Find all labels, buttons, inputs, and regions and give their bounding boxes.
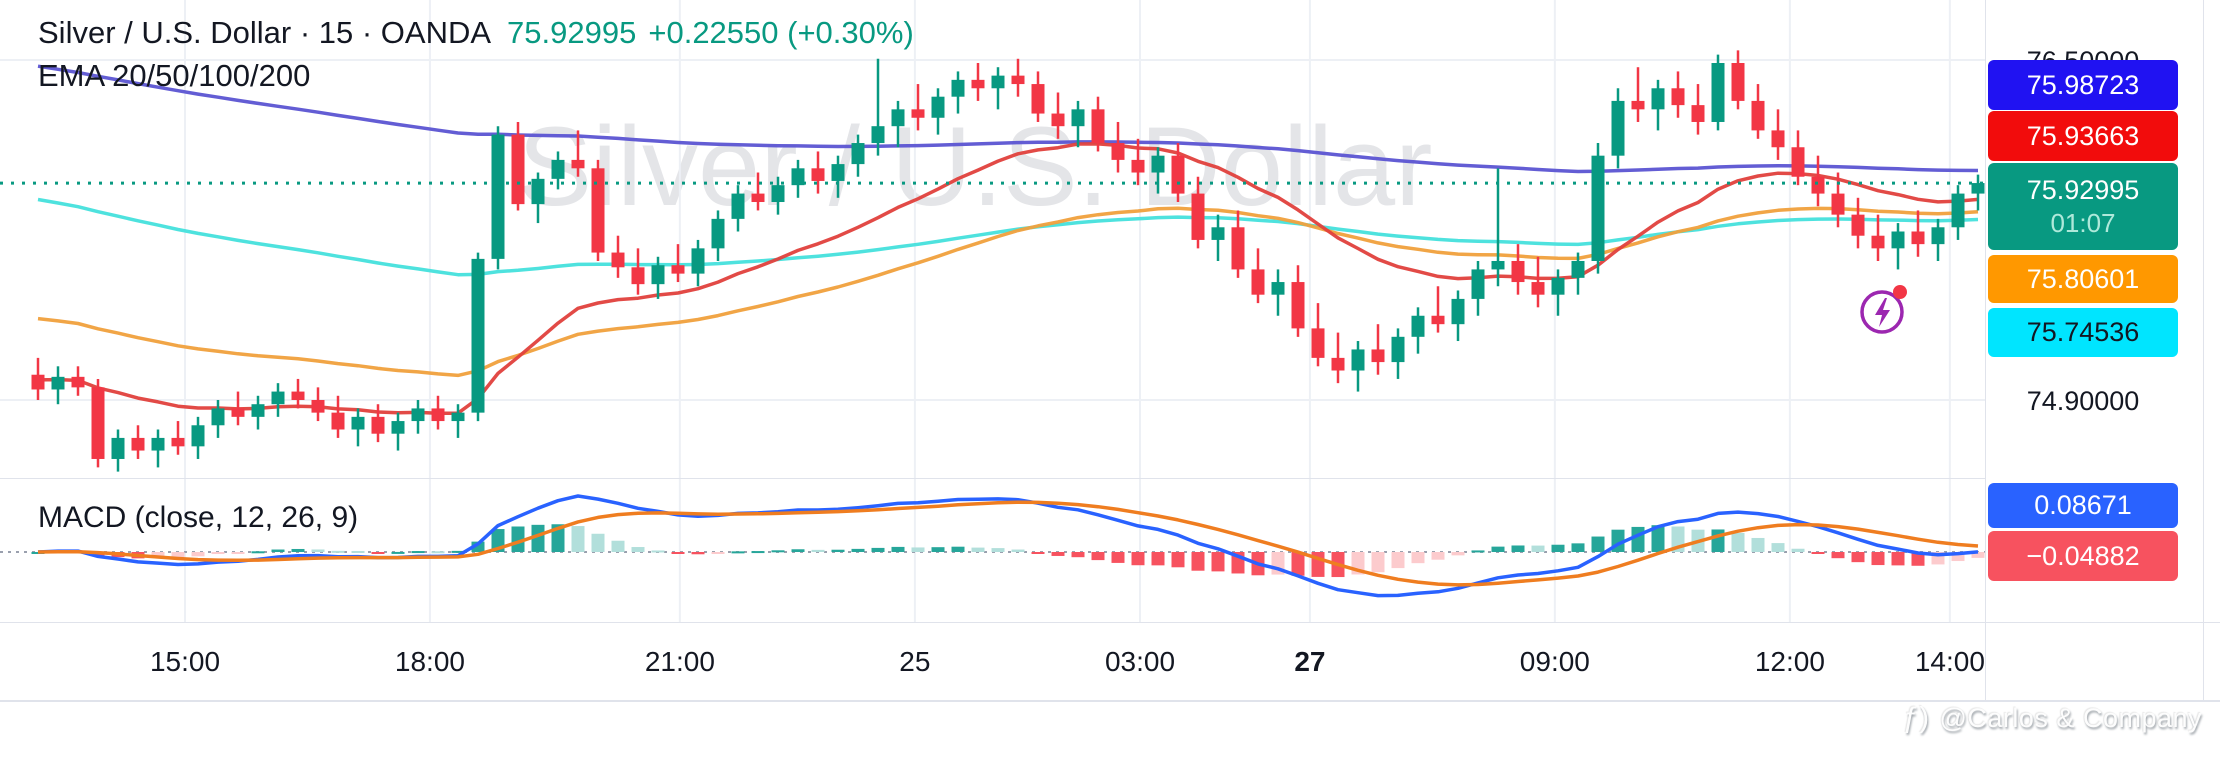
ema200-value: 75.98723 xyxy=(2026,69,2140,100)
price-gridline-label-74.90000: 74.90000 xyxy=(2026,386,2140,416)
price-axis-border xyxy=(1985,0,1986,700)
last-price-label: 75.92995 01:07 xyxy=(1988,163,2178,250)
boost-lightning-button[interactable] xyxy=(1856,282,1912,338)
ema200-value-label: 75.98723 xyxy=(1988,60,2178,110)
time-tick-27: 27 xyxy=(1294,646,1326,677)
time-tick-09:00: 09:00 xyxy=(1519,646,1590,677)
price-axis[interactable]: 76.5000074.9000075.9872375.9366375.92995… xyxy=(1985,0,2220,700)
macd-indicator-label: MACD (close, 12, 26, 9) xyxy=(38,501,359,534)
hist-value: −0.04882 xyxy=(2026,540,2140,571)
time-tick-12:00: 12:00 xyxy=(1754,646,1825,677)
ema50-value-label: 75.80601 xyxy=(1988,255,2178,303)
time-tick-14:00: 14:00 xyxy=(1914,646,1985,677)
symbol-watermark: Silver / U.S. Dollar xyxy=(518,104,1433,229)
time-tick-15:00: 15:00 xyxy=(149,646,221,677)
right-edge-line xyxy=(2203,0,2204,700)
pane-divider[interactable] xyxy=(0,478,1985,479)
chat-f-logo-icon: ƒ) xyxy=(1902,702,1930,734)
ema20-value: 75.93663 xyxy=(2026,120,2140,151)
last-price: 75.92995 xyxy=(2026,174,2140,205)
ema100-value: 75.74536 xyxy=(2026,317,2140,347)
ema100-line xyxy=(37,197,1979,277)
ema200-line xyxy=(37,64,1979,174)
ema50-line xyxy=(37,206,1979,378)
legend-change: +0.22550 (+0.30%) xyxy=(648,15,914,50)
bar-countdown: 01:07 xyxy=(2050,207,2116,238)
symbol-title: Silver / U.S. Dollar · 15 · OANDA xyxy=(38,15,492,50)
ema20-value-label: 75.93663 xyxy=(1988,111,2178,161)
legend-last-price: 75.92995 xyxy=(507,15,637,50)
ema-indicator-label: EMA 20/50/100/200 xyxy=(38,57,311,93)
macd-value: 0.08671 xyxy=(2034,490,2132,520)
ema100-value-label: 75.74536 xyxy=(1988,308,2178,357)
time-axis[interactable]: 15:00 18:00 21:00 25 03:00 27 09:00 12:00 14:00 xyxy=(0,622,1985,700)
time-tick-03:00: 03:00 xyxy=(1104,646,1176,677)
time-tick-18:00: 18:00 xyxy=(394,646,465,677)
macd-histogram xyxy=(31,524,1985,578)
chart-bottom-border xyxy=(0,700,2220,702)
author-watermark: ƒ) @Carlos & Company xyxy=(1903,702,2202,735)
macd-value-label: 0.08671 xyxy=(1988,483,2178,528)
candles xyxy=(31,50,1985,472)
price-pane[interactable]: Silver / U.S. Dollar xyxy=(0,0,1985,478)
macd-signal-line xyxy=(37,500,1979,587)
author-handle: @Carlos & Company xyxy=(1939,703,2202,733)
macd-pane[interactable] xyxy=(0,478,1985,622)
ema-lines xyxy=(37,64,1979,416)
time-tick-21:00: 21:00 xyxy=(644,646,715,677)
chart-legend: Silver / U.S. Dollar · 15 · OANDA 75.9299… xyxy=(38,14,914,96)
lightning-bolt-icon xyxy=(1860,285,1907,334)
ema20-line xyxy=(37,142,1979,416)
chart-plot-area[interactable]: Silver / U.S. Dollar xyxy=(0,0,1985,700)
time-axis-divider xyxy=(0,622,2220,623)
time-tick-25: 25 xyxy=(899,646,931,677)
ema50-value: 75.80601 xyxy=(2026,263,2140,294)
hist-value-label: −0.04882 xyxy=(1988,531,2178,581)
